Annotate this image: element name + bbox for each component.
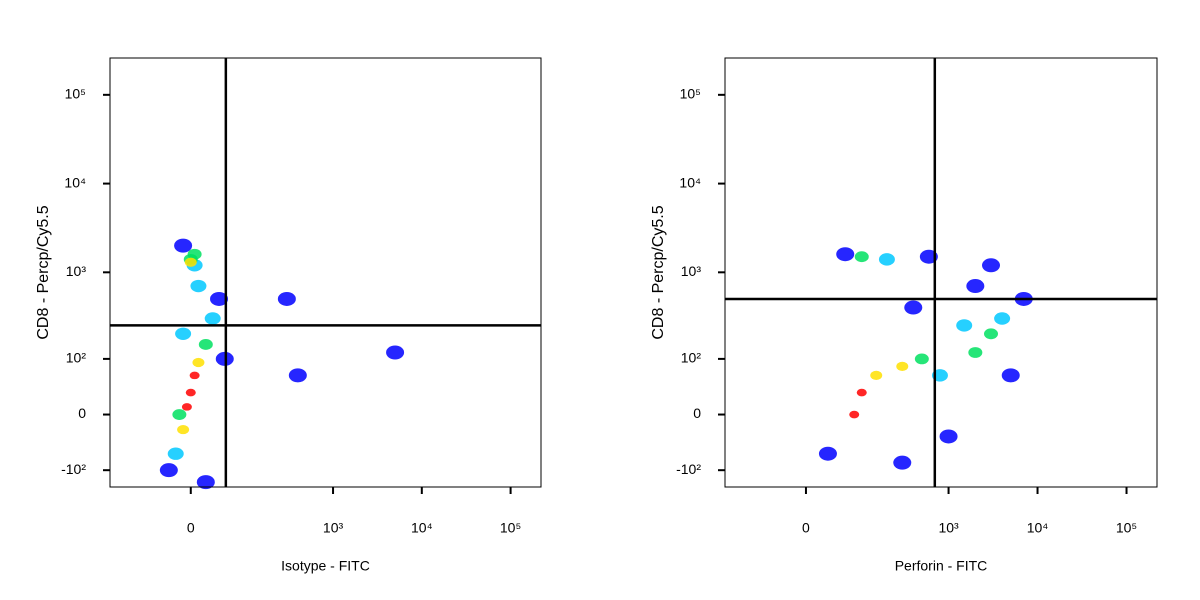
x-tick-label: 10⁴ [1027, 520, 1049, 536]
density-point [854, 251, 869, 263]
density-point [896, 361, 909, 371]
x-tick-label: 0 [187, 520, 195, 536]
density-point [818, 446, 837, 461]
x-tick-label: 10³ [323, 520, 344, 536]
density-point [277, 291, 296, 306]
y-tick-label: 10² [681, 350, 702, 366]
y-tick-label: -10² [676, 461, 701, 477]
y-tick-label: 10⁴ [64, 174, 86, 190]
plot [159, 238, 405, 490]
density-point [184, 257, 197, 267]
y-tick-label: 10⁴ [679, 174, 701, 190]
density-point [204, 312, 221, 325]
density-point [288, 368, 307, 383]
plot [818, 247, 1033, 470]
density-point [982, 258, 1001, 273]
density-point [189, 371, 200, 380]
y-tick-label: -10² [61, 461, 86, 477]
density-point [966, 279, 985, 294]
density-point [174, 238, 193, 253]
density-point [187, 248, 202, 260]
density-point [836, 247, 855, 262]
density-point [198, 339, 213, 350]
density-point [1001, 368, 1020, 383]
density-point [177, 424, 190, 435]
y-axis-label: CD8 - Percp/Cy5.5 [35, 205, 52, 339]
density-point [893, 455, 912, 470]
y-tick-label: 0 [693, 405, 701, 421]
density-point [914, 353, 929, 365]
density-point [196, 475, 215, 490]
density-point [175, 327, 192, 340]
y-tick-label: 0 [78, 405, 86, 421]
density-point [856, 388, 867, 397]
x-tick-label: 10³ [938, 520, 959, 536]
x-tick-label: 10⁵ [1116, 520, 1137, 536]
density-point [939, 429, 958, 444]
y-tick-label: 10² [66, 350, 87, 366]
density-point [968, 347, 983, 358]
y-tick-label: 10⁵ [680, 86, 701, 102]
density-point [181, 403, 192, 411]
density-point [190, 279, 207, 293]
density-point [849, 410, 860, 419]
density-point [904, 300, 923, 315]
density-point [994, 312, 1011, 325]
x-tick-label: 10⁴ [411, 520, 433, 536]
x-axis-label: Isotype - FITC [281, 558, 370, 574]
x-tick-label: 0 [802, 520, 810, 536]
density-point [878, 253, 895, 266]
y-tick-label: 10³ [66, 263, 87, 279]
density-point [386, 345, 405, 360]
y-tick-label: 10⁵ [65, 86, 86, 102]
density-point [870, 370, 883, 380]
density-point [167, 447, 184, 460]
density-point [172, 409, 187, 420]
density-point [956, 319, 973, 332]
x-axis-label: Perforin - FITC [895, 558, 988, 574]
density-point [210, 291, 229, 306]
plot-frame [724, 57, 1158, 488]
density-point [919, 249, 938, 264]
y-tick-label: 10³ [681, 263, 702, 279]
density-point [185, 388, 196, 397]
y-axis-label: CD8 - Percp/Cy5.5 [650, 205, 667, 339]
plot-frame [109, 57, 542, 488]
density-point [984, 328, 999, 340]
density-point [192, 357, 205, 368]
x-tick-label: 10⁵ [500, 520, 521, 536]
density-point [159, 463, 178, 478]
